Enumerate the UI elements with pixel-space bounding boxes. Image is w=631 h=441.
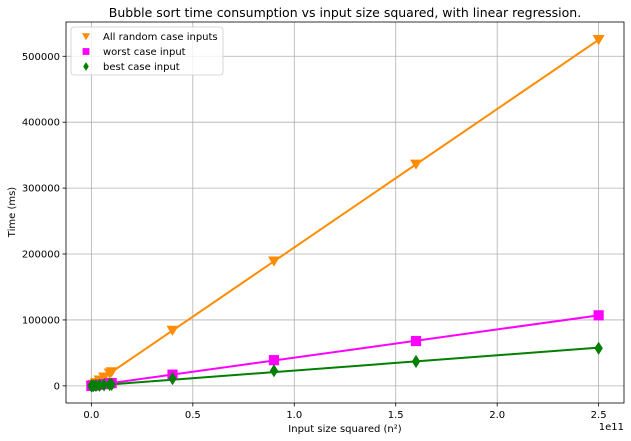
x-axis-ticks: 0.0 0.5 1.0 1.5 2.0 2.5 <box>83 403 607 421</box>
data-point-series-1 <box>410 335 422 347</box>
x-tick-label: 1.5 <box>388 410 404 421</box>
y-tick-label: 100000 <box>22 315 60 326</box>
plot-area-frame <box>65 21 625 404</box>
data-point-series-2 <box>95 378 104 392</box>
y-tick-label: 0 <box>54 381 60 392</box>
legend-label-random: All random case inputs <box>103 32 218 43</box>
y-tick-label: 400000 <box>22 118 60 129</box>
x-tick-label: 1.0 <box>286 410 302 421</box>
legend-box <box>70 26 224 76</box>
legend-marker-0 <box>82 33 90 41</box>
data-point-series-0 <box>267 256 280 267</box>
data-point-series-2 <box>168 372 177 386</box>
data-point-series-1 <box>268 355 280 366</box>
legend-label-best: best case input <box>103 62 180 73</box>
data-point-series-2 <box>107 377 116 391</box>
x-tick-label: 2.5 <box>591 410 607 421</box>
y-tick-label: 500000 <box>22 52 60 63</box>
y-tick-label: 200000 <box>22 250 60 261</box>
regression-line-0 <box>90 38 600 387</box>
regression-line-2 <box>91 346 599 387</box>
legend-marker-1 <box>82 48 90 55</box>
legend-label-worst: worst case input <box>103 47 186 58</box>
legend-marker-2 <box>83 62 89 71</box>
data-point-series-2 <box>594 341 603 355</box>
data-point-series-0 <box>98 372 111 383</box>
x-tick-label: 0.5 <box>185 410 201 421</box>
data-point-series-0 <box>592 34 605 46</box>
legend-markers <box>82 33 90 71</box>
x-tick-label: 0.0 <box>83 410 99 421</box>
data-point-series-0 <box>166 325 179 336</box>
data-point-series-0 <box>105 367 118 378</box>
data-point-series-1 <box>593 310 604 321</box>
chart-title: Bubble sort time consumption vs input si… <box>109 5 581 20</box>
x-tick-label: 2.0 <box>489 410 505 421</box>
regression-lines <box>90 38 600 387</box>
y-axis-label: Time (ms) <box>7 187 18 239</box>
data-point-series-2 <box>99 378 109 392</box>
data-point-series-2 <box>269 364 279 378</box>
x-axis-label: Input size squared (n²) <box>288 424 401 435</box>
data-point-series-0 <box>410 159 423 170</box>
y-axis-ticks: 0 100000 200000 300000 400000 500000 <box>22 52 66 392</box>
y-tick-label: 300000 <box>22 184 60 195</box>
data-point-series-2 <box>411 354 421 369</box>
data-points <box>85 34 605 393</box>
legend: All random case inputs worst case input … <box>70 26 224 76</box>
x-axis-offset-label: 1e11 <box>599 422 624 433</box>
